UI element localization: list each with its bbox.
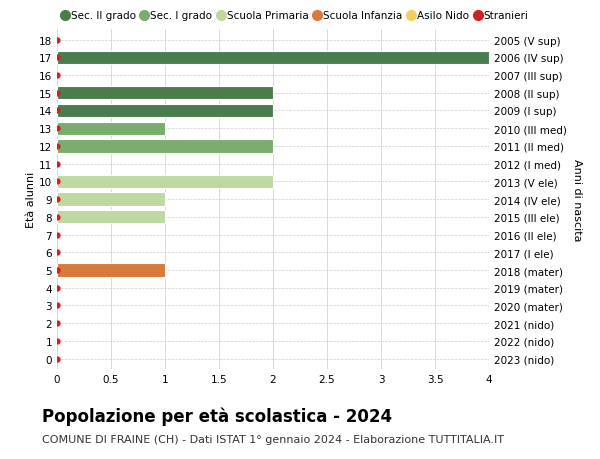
Y-axis label: Età alunni: Età alunni — [26, 172, 36, 228]
Bar — [57, 193, 165, 206]
Bar — [57, 175, 273, 189]
Legend: Sec. II grado, Sec. I grado, Scuola Primaria, Scuola Infanzia, Asilo Nido, Stran: Sec. II grado, Sec. I grado, Scuola Prim… — [62, 11, 529, 21]
Bar — [57, 87, 273, 100]
Bar — [57, 51, 489, 65]
Bar — [57, 211, 165, 224]
Bar — [57, 122, 165, 135]
Text: Popolazione per età scolastica - 2024: Popolazione per età scolastica - 2024 — [42, 406, 392, 425]
Bar — [57, 264, 165, 277]
Text: COMUNE DI FRAINE (CH) - Dati ISTAT 1° gennaio 2024 - Elaborazione TUTTITALIA.IT: COMUNE DI FRAINE (CH) - Dati ISTAT 1° ge… — [42, 434, 504, 444]
Bar — [57, 140, 273, 153]
Y-axis label: Anni di nascita: Anni di nascita — [572, 158, 582, 241]
Bar — [57, 105, 273, 118]
